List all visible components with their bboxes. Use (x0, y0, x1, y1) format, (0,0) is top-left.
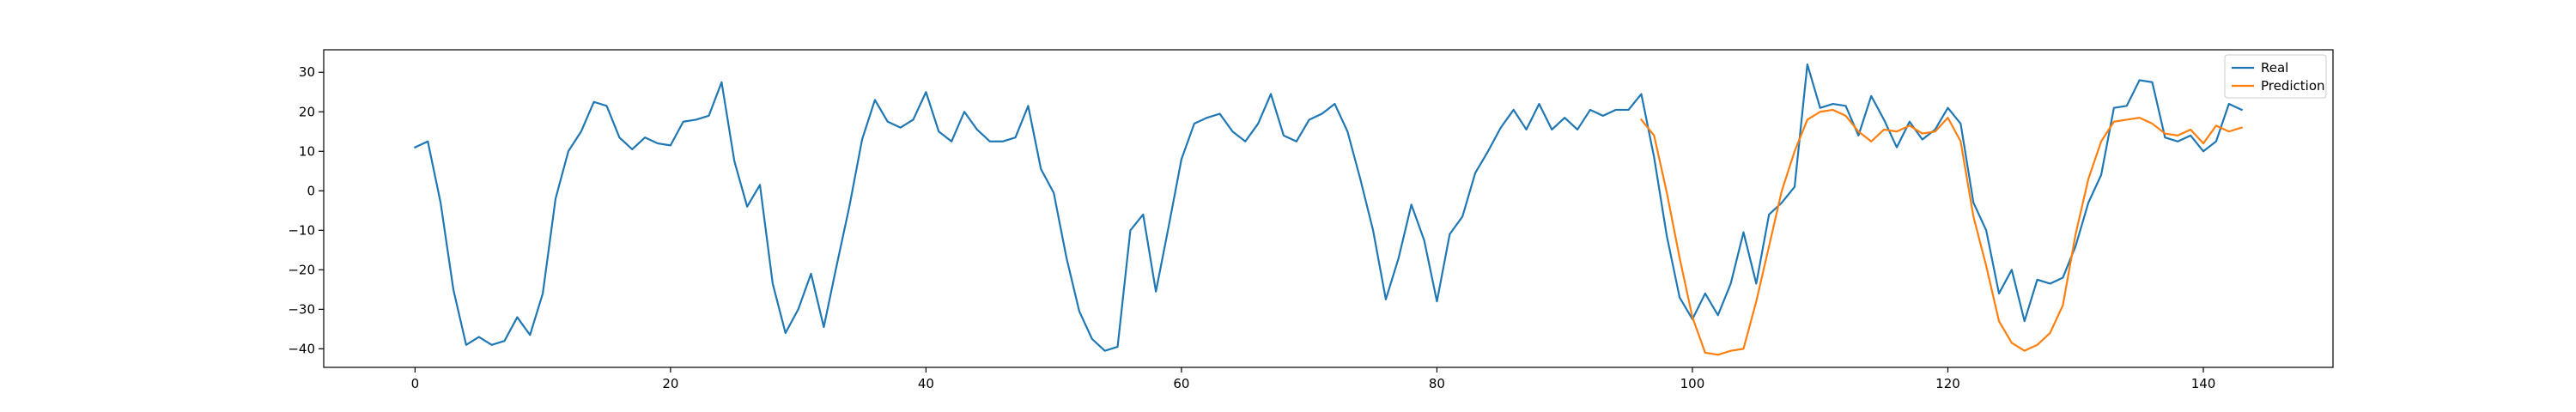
x-tick-label: 40 (918, 376, 934, 391)
y-tick-label: −30 (288, 301, 315, 317)
legend-box (2224, 54, 2327, 99)
plot-area (323, 49, 2334, 368)
y-tick-label: 20 (299, 104, 315, 119)
x-tick-label: 0 (411, 376, 420, 391)
x-tick-label: 20 (662, 376, 678, 391)
x-tick-label: 100 (1680, 376, 1705, 391)
y-tick-label: −10 (288, 222, 315, 238)
legend: Real Prediction (2224, 54, 2327, 99)
axes-layer: 0 20 40 60 80 100 120 140 −40 −30 −20 −10 0 10 20 30 (288, 64, 2215, 391)
y-tick-label: 0 (307, 183, 315, 198)
series-line-real (413, 63, 2244, 352)
y-tick-label: −40 (288, 341, 315, 356)
x-tick-label: 60 (1173, 376, 1189, 391)
x-tick-label: 140 (2191, 376, 2216, 391)
series-layer (413, 63, 2244, 356)
y-tick-label: −20 (288, 262, 315, 277)
x-tick-label: 120 (1935, 376, 1960, 391)
y-tick-label: 30 (299, 64, 315, 80)
axes-frame (323, 49, 2334, 368)
legend-label-real: Real (2261, 60, 2288, 76)
legend-label-prediction: Prediction (2261, 78, 2325, 94)
series-line-prediction (1639, 108, 2244, 356)
x-tick-label: 80 (1429, 376, 1445, 391)
y-tick-label: 10 (299, 143, 315, 159)
